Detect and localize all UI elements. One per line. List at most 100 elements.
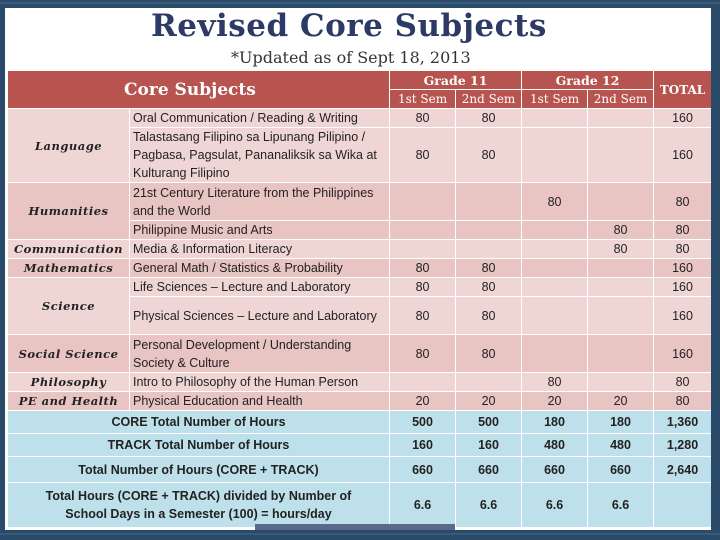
hours <box>389 372 457 392</box>
hours <box>521 296 589 335</box>
summary-label: CORE Total Number of Hours <box>6 410 391 434</box>
summary-label: TRACK Total Number of Hours <box>6 433 391 457</box>
page-title: Revised Core Subjects <box>151 8 547 44</box>
total-hours: 160 <box>653 258 711 278</box>
hours <box>587 127 655 183</box>
subject: Talastasang Filipino sa Lipunang Pilipin… <box>128 127 391 183</box>
category-science: Science <box>7 277 130 335</box>
hours: 80 <box>389 334 457 373</box>
hours: 6.6 <box>587 482 655 528</box>
hours: 660 <box>455 456 523 483</box>
update-note: *Updated as of Sept 18, 2013 <box>231 48 471 67</box>
hours: 20 <box>455 391 523 411</box>
subject: Oral Communication / Reading & Writing <box>128 108 391 128</box>
core-subjects-table: Core Subjects Grade 11 Grade 12 TOTAL 1s… <box>6 70 711 528</box>
table-row: Communication Media & Information Litera… <box>7 239 711 259</box>
subject: Life Sciences – Lecture and Laboratory <box>128 277 391 297</box>
grade11-header: Grade 11 <box>389 70 523 90</box>
hours <box>521 108 589 128</box>
hours <box>587 277 655 297</box>
subject: 21st Century Literature from the Philipp… <box>128 182 391 221</box>
total-hours: 1,280 <box>653 433 711 457</box>
hours: 80 <box>389 296 457 335</box>
sem-header: 1st Sem <box>521 89 589 109</box>
hours: 480 <box>587 433 655 457</box>
total-hours: 160 <box>653 334 711 373</box>
hours: 6.6 <box>521 482 589 528</box>
hours: 80 <box>389 127 457 183</box>
hours <box>455 220 523 240</box>
total-hours: 80 <box>653 220 711 240</box>
hours <box>587 334 655 373</box>
table-row: Physical Sciences – Lecture and Laborato… <box>8 296 711 335</box>
hours: 80 <box>521 372 589 392</box>
total-hours: 2,640 <box>653 456 711 483</box>
title-area: Revised Core Subjects *Updated as of Sep… <box>5 8 711 70</box>
hours <box>521 127 589 183</box>
hours <box>455 239 523 259</box>
subject: Physical Education and Health <box>128 391 391 411</box>
table-row: Mathematics General Math / Statistics & … <box>7 258 711 278</box>
hours <box>521 258 589 278</box>
slide: Revised Core Subjects *Updated as of Sep… <box>5 8 711 530</box>
total-hours: 1,360 <box>653 410 711 434</box>
hours <box>521 334 589 373</box>
hours: 80 <box>521 182 589 221</box>
table-row: Philosophy Intro to Philosophy of the Hu… <box>7 372 711 392</box>
subject: Personal Development / Understanding Soc… <box>128 334 391 373</box>
hours: 180 <box>521 410 589 434</box>
hours: 20 <box>521 391 589 411</box>
hours: 80 <box>455 108 523 128</box>
total-hours: 80 <box>653 239 711 259</box>
table-row: Talastasang Filipino sa Lipunang Pilipin… <box>8 127 711 183</box>
hours <box>587 108 655 128</box>
hours: 480 <box>521 433 589 457</box>
hours: 6.6 <box>455 482 523 528</box>
sem-header: 2nd Sem <box>587 89 655 109</box>
sem-header: 1st Sem <box>389 89 457 109</box>
total-hours: 160 <box>653 277 711 297</box>
subject: General Math / Statistics & Probability <box>128 258 391 278</box>
total-header: TOTAL <box>653 70 711 109</box>
core-subjects-header: Core Subjects <box>6 70 391 109</box>
hours <box>455 372 523 392</box>
summary-row: CORE Total Number of Hours 500 500 180 1… <box>6 410 711 434</box>
category-language: Language <box>7 108 130 183</box>
hours: 80 <box>455 277 523 297</box>
category-social-science: Social Science <box>7 334 130 373</box>
category-mathematics: Mathematics <box>7 258 130 278</box>
hours <box>521 220 589 240</box>
total-hours <box>653 482 711 528</box>
sem-header: 2nd Sem <box>455 89 523 109</box>
hours <box>587 182 655 221</box>
hours <box>587 296 655 335</box>
subject: Intro to Philosophy of the Human Person <box>128 372 391 392</box>
table-row: Social Science Personal Development / Un… <box>7 334 711 373</box>
hours: 660 <box>389 456 457 483</box>
hours <box>455 182 523 221</box>
hours <box>389 182 457 221</box>
hours <box>587 372 655 392</box>
table-row: Science Life Sciences – Lecture and Labo… <box>7 277 711 335</box>
summary-label: Total Number of Hours (CORE + TRACK) <box>6 456 391 483</box>
table-row: Philippine Music and Arts 80 80 <box>8 220 711 240</box>
hours: 80 <box>587 239 655 259</box>
hours: 80 <box>455 127 523 183</box>
summary-row: Total Hours (CORE + TRACK) divided by Nu… <box>6 482 711 528</box>
hours: 80 <box>455 334 523 373</box>
subject: Media & Information Literacy <box>128 239 391 259</box>
hours: 80 <box>389 258 457 278</box>
table-row: Language Oral Communication / Reading & … <box>7 108 711 183</box>
hours: 80 <box>455 296 523 335</box>
total-hours: 80 <box>653 391 711 411</box>
hours: 160 <box>455 433 523 457</box>
total-hours: 160 <box>653 296 711 335</box>
category-communication: Communication <box>7 239 130 259</box>
hours: 20 <box>587 391 655 411</box>
grade12-header: Grade 12 <box>521 70 655 90</box>
hours: 20 <box>389 391 457 411</box>
hours: 500 <box>389 410 457 434</box>
total-hours: 160 <box>653 108 711 128</box>
category-pe-health: PE and Health <box>7 391 130 411</box>
hours <box>389 220 457 240</box>
